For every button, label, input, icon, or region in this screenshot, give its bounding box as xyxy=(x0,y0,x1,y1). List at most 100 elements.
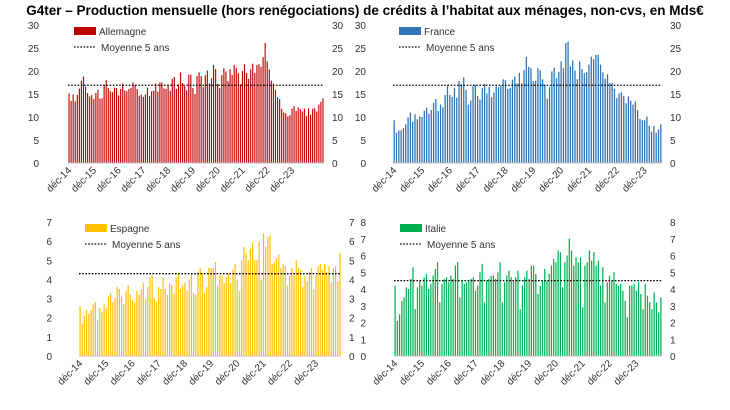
y-tick-label-right: 7 xyxy=(349,218,355,229)
bar xyxy=(212,65,215,163)
bar xyxy=(291,108,293,163)
bar xyxy=(160,289,162,356)
bar xyxy=(217,285,219,356)
bar xyxy=(576,79,578,163)
bar xyxy=(190,273,193,356)
y-tick-label-right: 1 xyxy=(349,333,355,344)
bar xyxy=(481,88,483,163)
bar xyxy=(528,66,530,163)
chart-panel-espagne: 0 0 1 1 2 2 3 3 4 4 5 5 6 6 7 7 déc-14déc-15déc-16déc-17… xyxy=(46,218,355,388)
bar xyxy=(416,119,418,163)
y-tick-label-right: 0 xyxy=(332,159,338,170)
bar xyxy=(328,266,330,356)
bar xyxy=(78,88,80,163)
bar xyxy=(219,88,221,163)
bar xyxy=(416,287,419,356)
bar xyxy=(430,110,432,163)
y-tick-label-left: 8 xyxy=(360,218,366,229)
bar xyxy=(546,98,548,163)
bar xyxy=(278,254,280,356)
x-tick-label: déc-21 xyxy=(239,358,269,388)
bar xyxy=(454,265,457,356)
bar xyxy=(248,78,250,163)
y-tick-label-left: 7 xyxy=(46,218,52,229)
bar xyxy=(393,120,395,163)
bar xyxy=(634,101,636,163)
bar xyxy=(557,250,559,356)
bar xyxy=(90,310,92,356)
bar xyxy=(236,279,238,356)
bar xyxy=(521,83,523,163)
bar xyxy=(553,67,555,163)
x-tick-label: déc-17 xyxy=(451,358,481,388)
y-tick-label-right: 4 xyxy=(349,275,355,286)
bar xyxy=(430,283,432,356)
bar xyxy=(238,290,241,356)
bar xyxy=(544,84,546,163)
bar xyxy=(477,285,479,356)
bar xyxy=(588,250,591,356)
bar xyxy=(441,283,443,356)
bar xyxy=(219,275,221,356)
bar xyxy=(456,97,458,163)
bar xyxy=(624,300,626,356)
bar xyxy=(604,302,606,356)
bar xyxy=(115,88,118,163)
y-tick-label-left: 15 xyxy=(355,90,367,101)
bar xyxy=(326,271,328,356)
bar xyxy=(541,280,544,357)
bar xyxy=(249,248,251,356)
bar xyxy=(153,298,155,356)
bar xyxy=(419,116,421,163)
bar xyxy=(604,78,606,163)
bar xyxy=(313,289,315,356)
bar xyxy=(153,90,155,163)
y-tick-label-right: 5 xyxy=(332,136,338,147)
legend-swatch xyxy=(85,224,107,232)
bar xyxy=(553,258,555,356)
y-tick-label-left: 10 xyxy=(28,113,40,124)
bar xyxy=(235,67,237,163)
bar xyxy=(569,66,572,163)
y-tick-label-right: 20 xyxy=(332,67,344,78)
bar xyxy=(646,295,649,356)
bar xyxy=(144,94,146,163)
y-tick-label-left: 5 xyxy=(46,256,52,267)
bar xyxy=(310,114,312,163)
bar xyxy=(198,72,200,163)
bar xyxy=(101,311,103,356)
bar xyxy=(521,285,524,356)
bar xyxy=(103,304,105,356)
bar xyxy=(182,285,184,356)
bar xyxy=(625,103,627,163)
bar xyxy=(202,87,204,163)
bar xyxy=(523,70,525,163)
bar xyxy=(241,260,243,356)
bar xyxy=(87,93,89,163)
bar xyxy=(643,120,646,163)
bar xyxy=(142,96,144,163)
bar xyxy=(579,61,581,164)
bar xyxy=(241,71,244,163)
bar xyxy=(472,86,474,163)
bar xyxy=(560,61,562,164)
x-tick-label: déc-22 xyxy=(585,358,615,388)
bar xyxy=(270,80,272,163)
bar xyxy=(442,107,444,163)
bar xyxy=(611,280,613,357)
bar xyxy=(660,124,662,163)
bar xyxy=(591,260,593,356)
bar xyxy=(274,89,277,163)
y-tick-label-left: 3 xyxy=(46,295,52,306)
bar xyxy=(602,267,604,356)
bar xyxy=(301,111,303,163)
bar xyxy=(265,246,267,356)
bar xyxy=(334,266,337,356)
bar xyxy=(215,69,217,163)
bar xyxy=(130,88,132,163)
bar xyxy=(284,266,286,356)
bar xyxy=(127,285,129,356)
bar xyxy=(324,264,326,356)
bar xyxy=(105,308,107,356)
bar xyxy=(162,277,164,356)
